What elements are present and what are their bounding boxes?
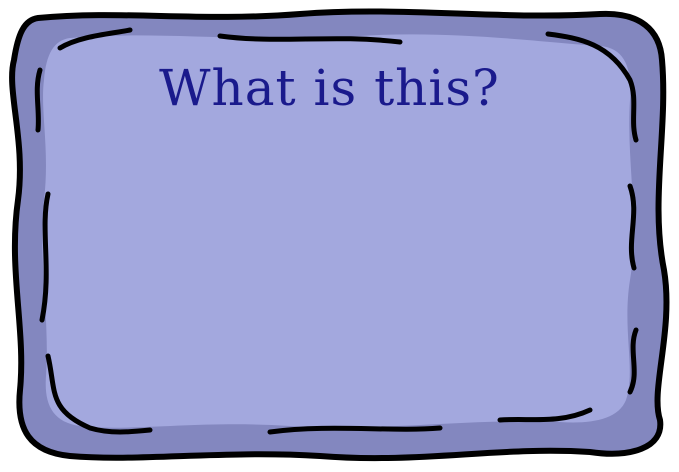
frame-dashes: [34, 27, 639, 435]
frame-inner-panel: [42, 34, 634, 428]
card-title: What is this?: [159, 59, 500, 117]
